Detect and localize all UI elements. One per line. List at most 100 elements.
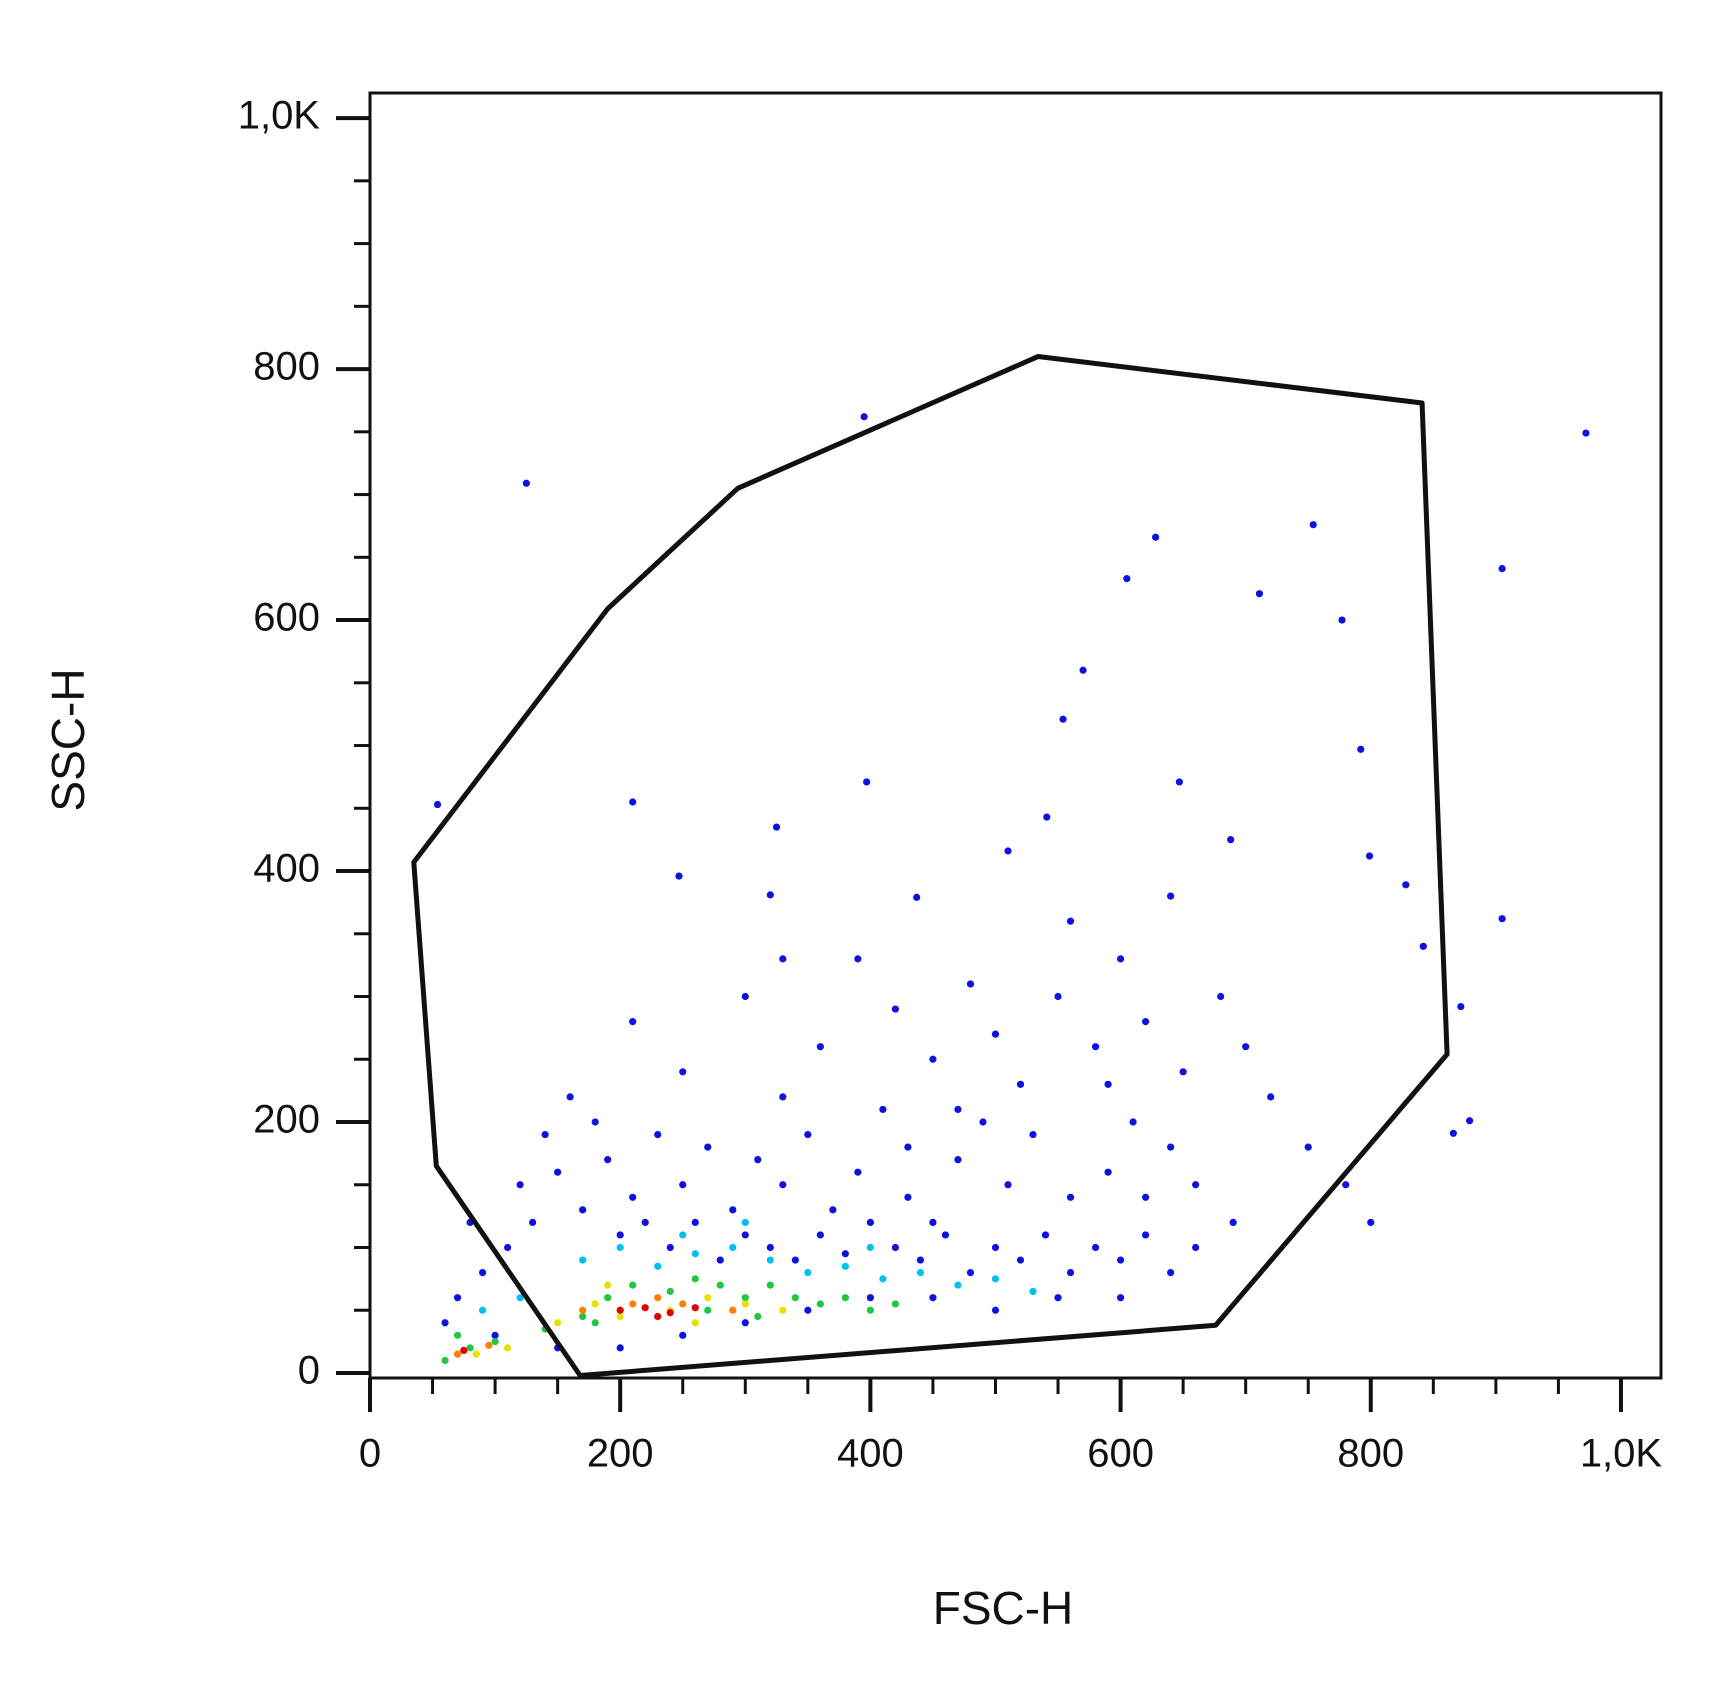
- event-point: [1167, 1143, 1175, 1151]
- event-point: [741, 1218, 749, 1226]
- event-point: [1192, 1243, 1200, 1252]
- event-point: [1227, 836, 1235, 844]
- event-point: [679, 1300, 687, 1308]
- event-point: [654, 1130, 662, 1139]
- event-point: [1004, 847, 1012, 855]
- event-point: [616, 1306, 624, 1314]
- event-point: [866, 1218, 874, 1226]
- y-tick-label: 200: [253, 1098, 320, 1142]
- event-point: [666, 1309, 674, 1317]
- event-point: [466, 1344, 474, 1352]
- event-point: [604, 1294, 612, 1302]
- event-point: [485, 1341, 493, 1349]
- event-point: [1338, 616, 1346, 624]
- event-point: [629, 1018, 637, 1026]
- event-point: [1342, 1181, 1350, 1189]
- event-point: [1116, 1294, 1125, 1302]
- event-point: [604, 1156, 612, 1164]
- event-point: [1365, 852, 1374, 860]
- event-point: [616, 1312, 624, 1321]
- x-axis-label: FSC-H: [933, 1582, 1074, 1634]
- event-point: [460, 1346, 468, 1354]
- event-point: [854, 1168, 862, 1176]
- event-point: [1367, 1218, 1375, 1226]
- event-point: [904, 1193, 912, 1201]
- event-point: [579, 1312, 587, 1321]
- x-tick-label: 0: [359, 1432, 381, 1476]
- event-point: [729, 1243, 737, 1252]
- event-point: [541, 1130, 549, 1139]
- event-point: [1267, 1093, 1275, 1101]
- event-point: [704, 1294, 712, 1302]
- event-point: [616, 1231, 624, 1239]
- event-point: [891, 1005, 900, 1013]
- event-point: [679, 1068, 687, 1076]
- event-point: [766, 891, 774, 899]
- event-point: [1104, 1168, 1112, 1176]
- event-point: [1066, 917, 1075, 925]
- event-point: [654, 1312, 662, 1321]
- event-point: [866, 1243, 874, 1252]
- event-point: [954, 1105, 962, 1114]
- event-point: [1029, 1130, 1037, 1139]
- event-point: [591, 1118, 599, 1126]
- event-point: [1091, 1043, 1100, 1051]
- event-point: [779, 955, 787, 963]
- y-tick-label: 0: [298, 1349, 320, 1393]
- event-point: [1152, 533, 1160, 541]
- event-point: [891, 1300, 900, 1308]
- event-point: [804, 1306, 812, 1314]
- event-point: [741, 1300, 749, 1308]
- event-point: [1192, 1181, 1200, 1189]
- event-point: [1041, 1231, 1050, 1239]
- event-point: [779, 1181, 787, 1189]
- event-point: [1255, 590, 1264, 598]
- event-point: [929, 1294, 937, 1302]
- event-point: [654, 1294, 662, 1302]
- event-point: [679, 1231, 687, 1239]
- event-point: [529, 1218, 537, 1226]
- event-point: [433, 800, 442, 809]
- event-point: [1498, 565, 1506, 573]
- event-point: [879, 1275, 887, 1283]
- event-point: [766, 1243, 774, 1252]
- event-point: [1004, 1181, 1012, 1189]
- event-point: [441, 1319, 449, 1327]
- event-point: [866, 1306, 874, 1314]
- event-point: [779, 1093, 787, 1101]
- x-tick-label: 800: [1337, 1432, 1404, 1476]
- event-point: [679, 1181, 687, 1189]
- event-point: [754, 1312, 762, 1321]
- event-point: [966, 980, 975, 988]
- event-point: [741, 1294, 749, 1302]
- event-point: [1242, 1043, 1250, 1051]
- event-point: [691, 1275, 699, 1283]
- event-point: [741, 992, 749, 1001]
- event-point: [716, 1281, 724, 1289]
- event-point: [766, 1256, 774, 1264]
- event-point: [716, 1256, 724, 1264]
- event-point: [1116, 1256, 1125, 1264]
- event-point: [1498, 915, 1506, 923]
- event-point: [791, 1256, 799, 1264]
- event-point: [1142, 1018, 1150, 1026]
- event-point: [1582, 429, 1590, 437]
- event-point: [629, 1193, 637, 1201]
- event-point: [1402, 881, 1410, 889]
- event-point: [991, 1243, 1000, 1252]
- event-point: [629, 798, 637, 806]
- event-point: [566, 1093, 574, 1101]
- event-point: [704, 1143, 712, 1151]
- event-point: [441, 1356, 449, 1365]
- event-point: [641, 1218, 649, 1226]
- event-point: [629, 1300, 637, 1308]
- event-point: [1091, 1243, 1100, 1252]
- event-point: [1167, 892, 1175, 900]
- event-point: [816, 1300, 824, 1308]
- event-point: [1229, 1218, 1237, 1226]
- x-tick-label: 1,0K: [1580, 1432, 1663, 1476]
- event-point: [1466, 1117, 1474, 1125]
- y-axis-label: SSC-H: [42, 668, 94, 811]
- event-point: [913, 893, 921, 901]
